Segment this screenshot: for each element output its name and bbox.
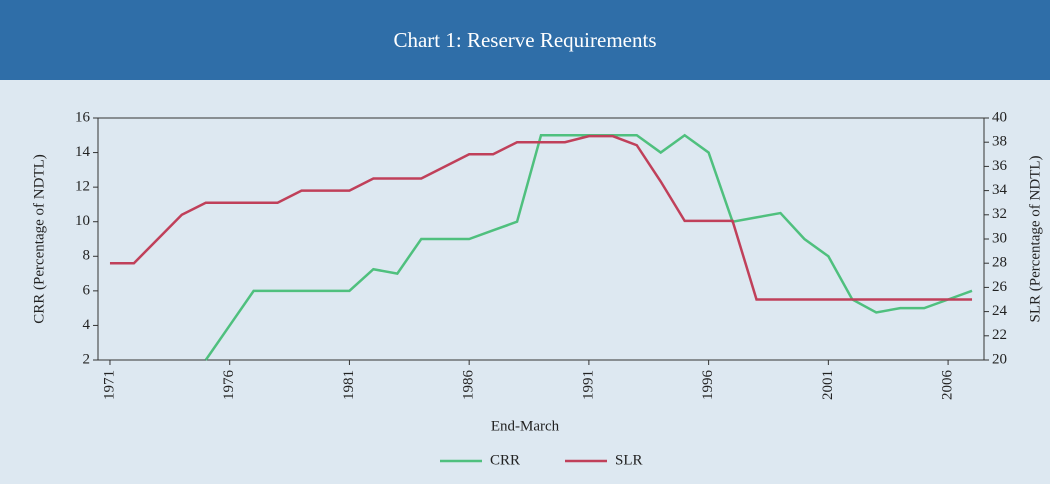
y-axis-label: CRR (Percentage of NDTL) bbox=[31, 154, 47, 324]
x-axis-label: End-March bbox=[491, 418, 560, 434]
y2-tick-label: 40 bbox=[992, 109, 1007, 125]
line-series bbox=[204, 133, 973, 361]
x-tick-label: 1991 bbox=[580, 370, 596, 400]
y2-tick-label: 22 bbox=[992, 327, 1007, 343]
y2-tick-label: 20 bbox=[992, 351, 1007, 367]
x-tick-label: 1986 bbox=[461, 370, 477, 401]
y-tick-label: 8 bbox=[83, 248, 91, 264]
y2-tick-label: 26 bbox=[992, 279, 1008, 295]
y2-tick-label: 30 bbox=[992, 230, 1007, 246]
y-tick-label: 12 bbox=[75, 179, 90, 195]
y-tick-label: 2 bbox=[83, 351, 91, 367]
line-series bbox=[109, 134, 973, 301]
y-tick-label: 16 bbox=[75, 109, 91, 125]
chart-title: Chart 1: Reserve Requirements bbox=[393, 28, 656, 52]
x-tick-label: 1971 bbox=[101, 370, 117, 400]
y2-tick-label: 24 bbox=[992, 303, 1008, 319]
x-tick-label: 1981 bbox=[341, 370, 357, 400]
legend-label: SLR bbox=[615, 452, 643, 468]
x-tick-label: 2001 bbox=[820, 370, 836, 400]
y-tick-label: 6 bbox=[83, 282, 91, 298]
y-tick-label: 10 bbox=[75, 213, 90, 229]
header bbox=[0, 0, 1050, 80]
y2-tick-label: 36 bbox=[992, 158, 1008, 174]
x-tick-label: 1976 bbox=[221, 370, 237, 401]
y-tick-label: 14 bbox=[75, 144, 91, 160]
y2-tick-label: 38 bbox=[992, 134, 1007, 150]
y-tick-label: 4 bbox=[83, 317, 91, 333]
y2-tick-label: 34 bbox=[992, 182, 1008, 198]
legend-label: CRR bbox=[490, 452, 520, 468]
x-tick-label: 2006 bbox=[940, 370, 956, 401]
x-tick-label: 1996 bbox=[700, 370, 716, 401]
y2-tick-label: 28 bbox=[992, 255, 1007, 271]
y2-axis-label: SLR (Percentage of NDTL) bbox=[1027, 155, 1043, 322]
y2-tick-label: 32 bbox=[992, 206, 1007, 222]
